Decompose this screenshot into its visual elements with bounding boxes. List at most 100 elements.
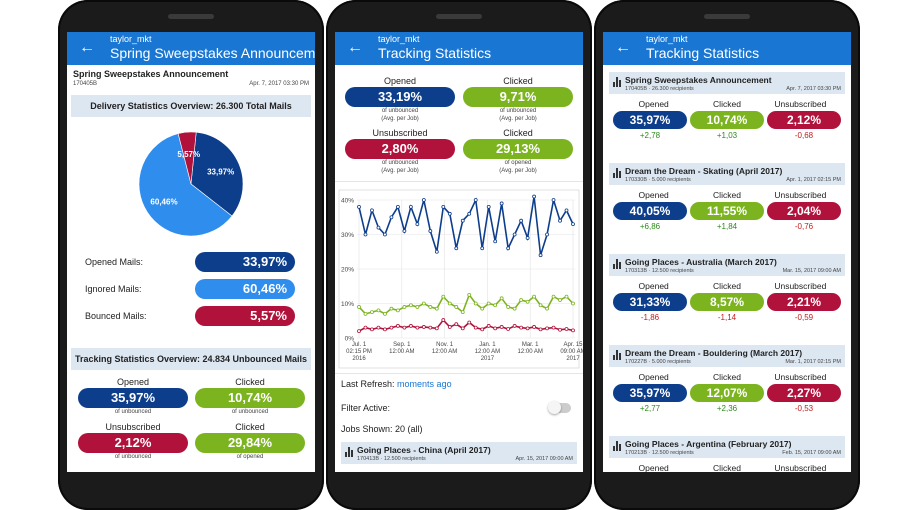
data-point	[499, 296, 504, 301]
x-tick-label: 12:00 AM	[432, 349, 457, 355]
job-name: Going Places - China (April 2017)	[357, 445, 491, 455]
opened-label: Opened	[638, 281, 669, 291]
bar-chart-icon	[613, 441, 622, 451]
job-date: Mar. 1, 2017 02:15 PM	[785, 359, 841, 365]
job-card[interactable]: Going Places - China (April 2017) 170413…	[341, 442, 577, 464]
bar-chart-icon	[613, 168, 622, 178]
opened-delta: -1,86	[640, 313, 660, 322]
mail-label: Ignored Mails:	[85, 284, 142, 294]
job-name: Going Places - Australia (March 2017)	[625, 257, 777, 267]
data-point	[551, 325, 556, 330]
series-line	[358, 196, 574, 256]
back-arrow-icon[interactable]: ←	[79, 39, 95, 56]
clicked-sub: of unbounced	[231, 409, 269, 415]
data-point	[383, 232, 387, 237]
avg-opened-label: Opened	[383, 76, 417, 86]
clicked-delta: +1,03	[716, 131, 738, 140]
last-refresh: Last Refresh: moments ago	[341, 379, 452, 389]
job-card-header: Going Places - Australia (March 2017) 170…	[609, 254, 845, 276]
job-date: Feb. 15, 2017 09:00 AM	[782, 450, 841, 456]
unsubscribed-value: 2,04%	[767, 202, 841, 220]
back-arrow-icon[interactable]: ←	[347, 39, 363, 56]
phone-1: ← taylor_mkt Spring Sweepstakes Announce…	[58, 0, 324, 510]
avg-opened-sub1: of unbounced	[381, 108, 419, 114]
data-point	[402, 229, 407, 233]
pie-slice	[138, 133, 233, 237]
mail-label: Opened Mails:	[85, 257, 144, 267]
data-point	[460, 326, 465, 331]
opened-label: Opened	[638, 372, 669, 382]
avg-clicked-of-opened-value: 29,13%	[463, 139, 573, 159]
job-card[interactable]: Dream the Dream - Skating (April 2017) 17…	[609, 163, 845, 231]
filter-toggle[interactable]	[548, 401, 571, 414]
data-point	[357, 204, 361, 209]
clicked-label: Clicked	[713, 190, 741, 200]
screen-title: Tracking Statistics	[646, 45, 760, 61]
opened-value: 35,97%	[613, 384, 687, 402]
data-point	[538, 303, 543, 308]
x-tick-label: Sep. 1	[393, 342, 411, 348]
data-point	[376, 225, 381, 230]
unsubscribed-sub: of unbounced	[114, 454, 152, 460]
phone-2: ← taylor_mkt Tracking Statistics Opened …	[326, 0, 592, 510]
data-point	[434, 306, 439, 311]
back-arrow-icon[interactable]: ←	[615, 39, 631, 56]
job-card-header: Dream the Dream - Skating (April 2017) 17…	[609, 163, 845, 185]
clicked-value: 8,57%	[690, 293, 764, 311]
avg-clicked-of-opened-sub1: of opened	[504, 160, 532, 166]
data-point	[564, 208, 569, 213]
data-point	[473, 198, 478, 202]
x-tick-label: Jul. 1	[352, 342, 367, 348]
unsubscribed-label: Unsubscribed	[774, 463, 827, 472]
job-card[interactable]: Going Places - Australia (March 2017) 170…	[609, 254, 845, 322]
data-point	[396, 308, 400, 313]
data-point	[519, 218, 524, 223]
opened-sub: of unbounced	[114, 409, 152, 415]
unsubscribed-delta: -0,53	[794, 404, 814, 413]
data-point	[571, 222, 575, 227]
screen-title: Tracking Statistics	[378, 45, 492, 61]
clicked-value: 12,07%	[690, 384, 764, 402]
job-name: Spring Sweepstakes Announcement	[625, 75, 772, 85]
data-point	[408, 204, 413, 209]
clicked-label: Clicked	[713, 372, 741, 382]
data-point	[447, 301, 452, 306]
job-card[interactable]: Going Places - Argentina (February 2017)…	[609, 436, 845, 472]
divider	[335, 373, 583, 374]
bar-chart-icon	[613, 259, 622, 269]
series-line	[358, 293, 574, 315]
data-point	[564, 327, 569, 331]
unsubscribed-delta: -0,68	[794, 131, 814, 140]
job-card[interactable]: Spring Sweepstakes Announcement 170405B ·…	[609, 72, 845, 140]
data-point	[558, 218, 562, 223]
job-meta: 170213B · 12.500 recipients	[625, 450, 694, 456]
opened-delta: +6,86	[639, 222, 661, 231]
bar-chart-icon	[345, 447, 354, 457]
data-point	[525, 326, 530, 331]
data-point	[480, 246, 485, 251]
earpiece	[704, 14, 750, 19]
data-point	[486, 204, 491, 209]
jobs-shown: Jobs Shown: 20 (all)	[341, 424, 423, 434]
data-point	[396, 204, 400, 209]
x-tick-label: Mar. 1	[522, 342, 539, 348]
job-name: Spring Sweepstakes Announcement	[73, 69, 229, 79]
mail-value: 60,46%	[195, 279, 295, 299]
y-tick-label: 10%	[341, 301, 354, 308]
filter-label: Filter Active:	[341, 403, 391, 413]
opened-value: 35,97%	[613, 111, 687, 129]
data-point	[493, 326, 498, 331]
data-point	[532, 194, 536, 199]
job-meta: 170330B · 5.000 recipients	[625, 177, 691, 183]
clicked-value: 10,74%	[690, 111, 764, 129]
data-point	[363, 232, 368, 237]
job-card[interactable]: Dream the Dream - Bouldering (March 2017…	[609, 345, 845, 413]
unsubscribed-delta: -0,59	[794, 313, 814, 322]
avg-clicked-sub2: (Avg. per Job)	[499, 116, 537, 122]
data-point	[376, 308, 381, 313]
job-name: Going Places - Argentina (February 2017)	[625, 439, 792, 449]
data-point	[421, 325, 426, 329]
app-bar: ← taylor_mkt Tracking Statistics	[603, 32, 851, 65]
data-point	[415, 222, 420, 227]
